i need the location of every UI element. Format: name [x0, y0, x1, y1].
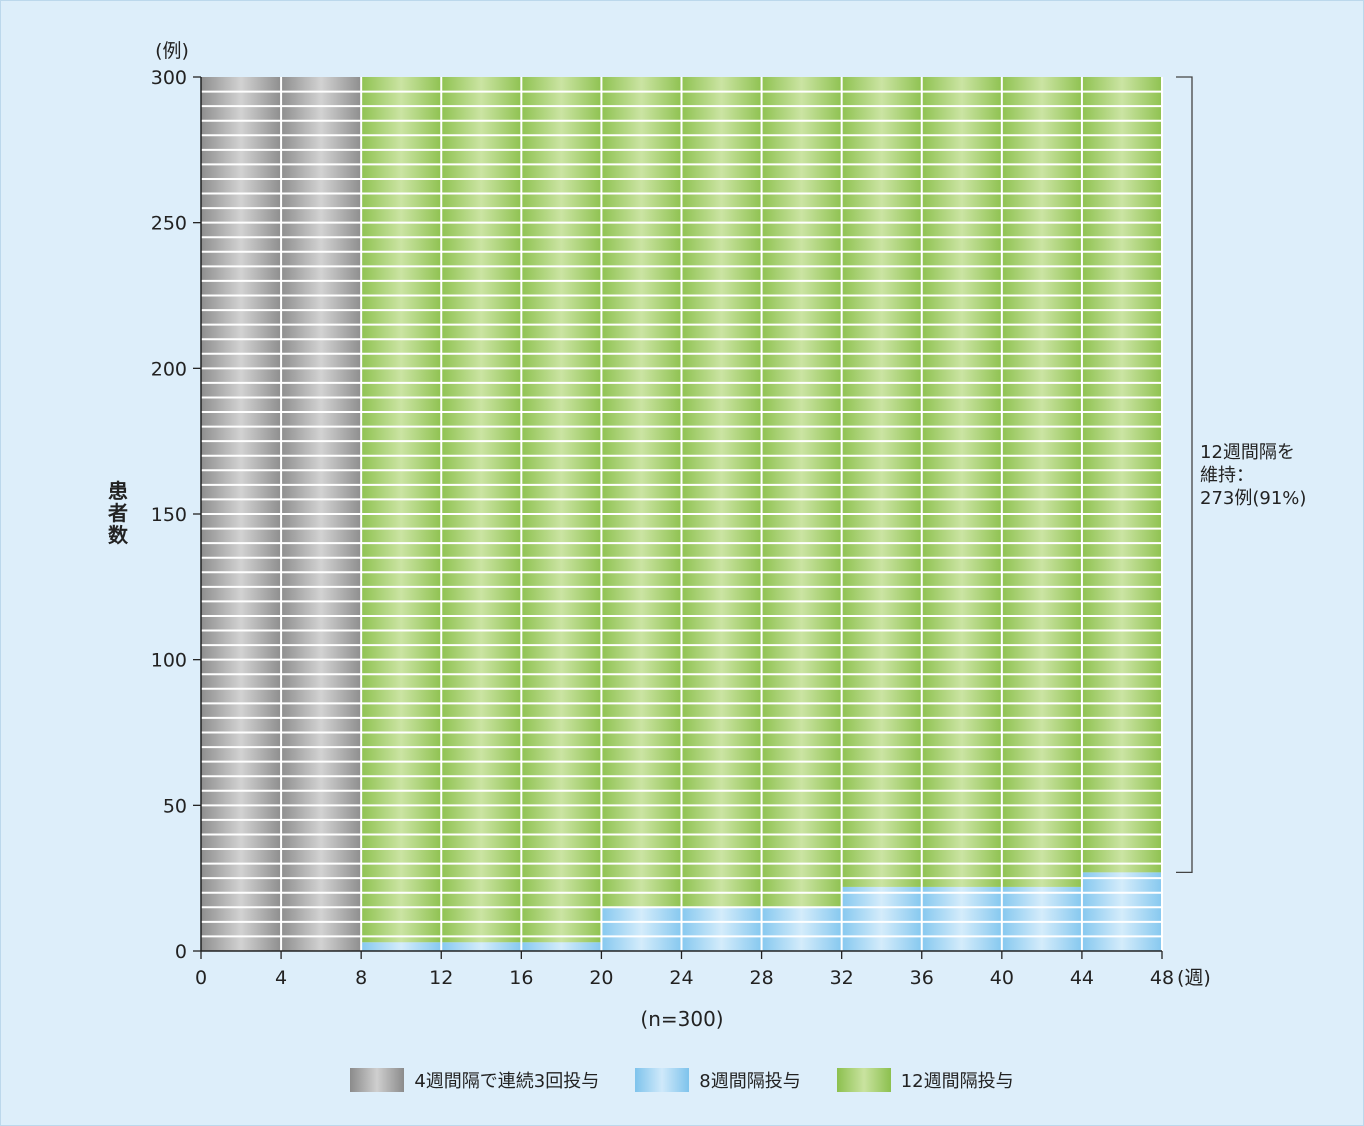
bar-segment-1-col-2 — [361, 942, 442, 951]
x-tick-label: 44 — [1070, 967, 1094, 989]
bar-segment-1-col-6 — [681, 907, 762, 951]
x-tick-label: 8 — [355, 967, 367, 989]
bar-segment-1-col-5 — [601, 907, 682, 951]
legend: 4週間隔で連続3回投与 8週間隔投与 12週間隔投与 — [0, 1066, 1364, 1094]
bar-segment-2-col-4 — [521, 77, 602, 943]
legend-item-8week: 8週間隔投与 — [635, 1067, 801, 1093]
x-tick-label: 32 — [830, 967, 854, 989]
bar-segment-1-col-3 — [441, 942, 522, 951]
bar-segment-2-col-10 — [1001, 77, 1082, 887]
bar-segment-2-col-11 — [1081, 77, 1162, 873]
y-tick-label: 50 — [163, 795, 187, 817]
bar-segment-2-col-3 — [441, 77, 522, 943]
bar-segment-1-col-8 — [841, 886, 922, 951]
x-tick-label: 16 — [509, 967, 533, 989]
y-unit-label: (例) — [155, 40, 189, 62]
legend-swatch-green — [836, 1068, 891, 1092]
y-tick-label: 100 — [151, 650, 187, 672]
bar-segment-2-col-8 — [841, 77, 922, 887]
bar-segment-1-col-11 — [1081, 872, 1162, 951]
y-tick-label: 300 — [151, 67, 187, 89]
legend-item-4week: 4週間隔で連続3回投与 — [350, 1067, 599, 1093]
y-tick-label: 150 — [151, 504, 187, 526]
bar-segment-1-col-10 — [1001, 886, 1082, 951]
y-axis-title: 患者数 — [107, 479, 129, 547]
annotation: 12週間隔を 維持： 273例(91%) — [1176, 76, 1306, 873]
y-axis-title-char: 患 — [108, 479, 128, 503]
x-tick-label: 24 — [669, 967, 693, 989]
y-tick-label: 250 — [151, 213, 187, 235]
annotation-line-3: 273例(91%) — [1200, 488, 1306, 509]
bar-segment-2-col-6 — [681, 77, 762, 908]
x-tick-label: 20 — [589, 967, 613, 989]
bar-segment-2-col-5 — [601, 77, 682, 908]
annotation-bracket — [1176, 76, 1193, 873]
legend-item-12week: 12週間隔投与 — [836, 1067, 1014, 1093]
legend-swatch-gray — [350, 1068, 405, 1092]
x-tick-label: 28 — [749, 967, 773, 989]
x-tick-label: 12 — [429, 967, 453, 989]
legend-swatch-blue — [635, 1068, 690, 1092]
bar-segment-1-col-4 — [521, 942, 602, 951]
x-tick-label: 48 — [1150, 967, 1174, 989]
bar-segment-1-col-9 — [921, 886, 1002, 951]
bar-segment-1-col-7 — [761, 907, 842, 951]
y-tick-label: 0 — [175, 941, 187, 963]
x-unit-label: (週) — [1177, 967, 1211, 989]
legend-label-12week: 12週間隔投与 — [900, 1071, 1014, 1092]
bar-segment-2-col-9 — [921, 77, 1002, 887]
legend-label-8week: 8週間隔投与 — [699, 1071, 801, 1092]
x-tick-label: 36 — [910, 967, 934, 989]
annotation-line-1: 12週間隔を — [1200, 442, 1295, 463]
legend-label-4week: 4週間隔で連続3回投与 — [414, 1071, 600, 1092]
x-tick-label: 0 — [195, 967, 207, 989]
x-tick-label: 40 — [990, 967, 1014, 989]
y-axis-title-char: 数 — [108, 523, 129, 547]
annotation-line-2: 維持： — [1200, 465, 1254, 486]
x-tick-label: 4 — [275, 967, 287, 989]
y-axis-title-char: 者 — [107, 501, 128, 525]
bar-segment-2-col-2 — [361, 77, 442, 943]
bar-segment-2-col-7 — [761, 77, 842, 908]
x-axis-title: (n=300) — [640, 1007, 723, 1031]
bars-layer — [201, 77, 1163, 951]
y-tick-label: 200 — [151, 358, 187, 380]
